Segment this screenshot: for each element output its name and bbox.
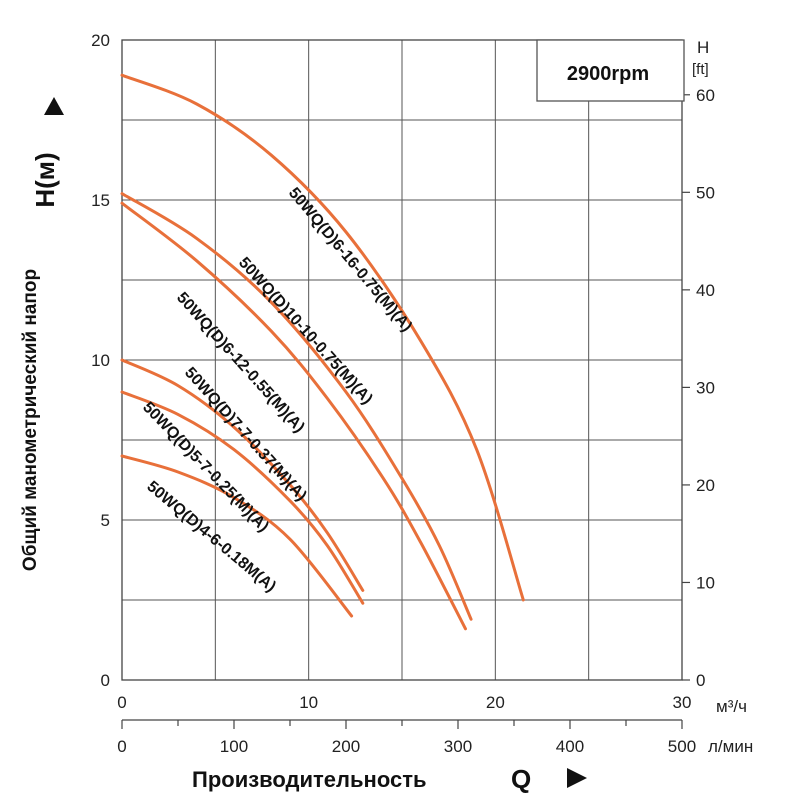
y-tick-label: 0 bbox=[101, 671, 110, 690]
right-tick-label: 0 bbox=[696, 671, 705, 690]
series-line-1 bbox=[120, 73, 525, 602]
grid bbox=[121, 39, 683, 681]
x-axis-symbol: Q bbox=[511, 764, 531, 794]
x2-tick-label: 100 bbox=[220, 737, 248, 756]
series-label-1: 50WQ(D)6-16-0.75(M)(A) bbox=[285, 185, 415, 336]
x2-tick-label: 300 bbox=[444, 737, 472, 756]
x2-tick-label: 400 bbox=[556, 737, 584, 756]
series-label-6: 50WQ(D)4-6-0.18M(A) bbox=[143, 478, 279, 596]
series-line-5 bbox=[120, 390, 365, 605]
series-line-6 bbox=[120, 454, 354, 618]
right-tick-label: 20 bbox=[696, 476, 715, 495]
series-line-4 bbox=[120, 358, 365, 592]
y-axis-arrow-icon bbox=[44, 97, 64, 115]
series-line-3 bbox=[120, 201, 467, 631]
right-axis-unit: [ft] bbox=[692, 61, 709, 78]
series-label-4: 50WQ(D)7-7-0.37(M)(A) bbox=[181, 364, 310, 504]
x-axis-label: Производительность bbox=[192, 767, 427, 792]
x2-tick-label: 500 bbox=[668, 737, 696, 756]
x2-tick-label: 0 bbox=[117, 737, 126, 756]
x2-unit: л/мин bbox=[708, 737, 753, 756]
y-axis-symbol: H(м) bbox=[30, 152, 60, 207]
right-tick-label: 10 bbox=[696, 573, 715, 592]
x-tick-label: 30 bbox=[673, 693, 692, 712]
y-axis-title: Общий манометрический напор bbox=[20, 269, 41, 571]
right-tick-label: 50 bbox=[696, 183, 715, 202]
y-tick-label: 20 bbox=[91, 31, 110, 50]
rpm-box bbox=[536, 39, 685, 102]
x-unit: м³/ч bbox=[716, 697, 747, 716]
series-line-2 bbox=[120, 192, 473, 621]
x-axis-arrow-icon bbox=[567, 768, 587, 788]
y-tick-label: 5 bbox=[101, 511, 110, 530]
y-tick-label: 10 bbox=[91, 351, 110, 370]
right-tick-label: 40 bbox=[696, 281, 715, 300]
y-axis-label: Общий манометрический напор bbox=[20, 269, 41, 571]
right-tick-label: 30 bbox=[696, 378, 715, 397]
x-tick-label: 0 bbox=[117, 693, 126, 712]
curves bbox=[120, 73, 525, 631]
x-tick-label: 10 bbox=[299, 693, 318, 712]
y-tick-label: 15 bbox=[91, 191, 110, 210]
x-tick-label: 20 bbox=[486, 693, 505, 712]
rpm-label: 2900rpm bbox=[567, 63, 649, 85]
x2-tick-label: 200 bbox=[332, 737, 360, 756]
right-axis-label: H bbox=[697, 38, 709, 57]
right-tick-label: 60 bbox=[696, 86, 715, 105]
